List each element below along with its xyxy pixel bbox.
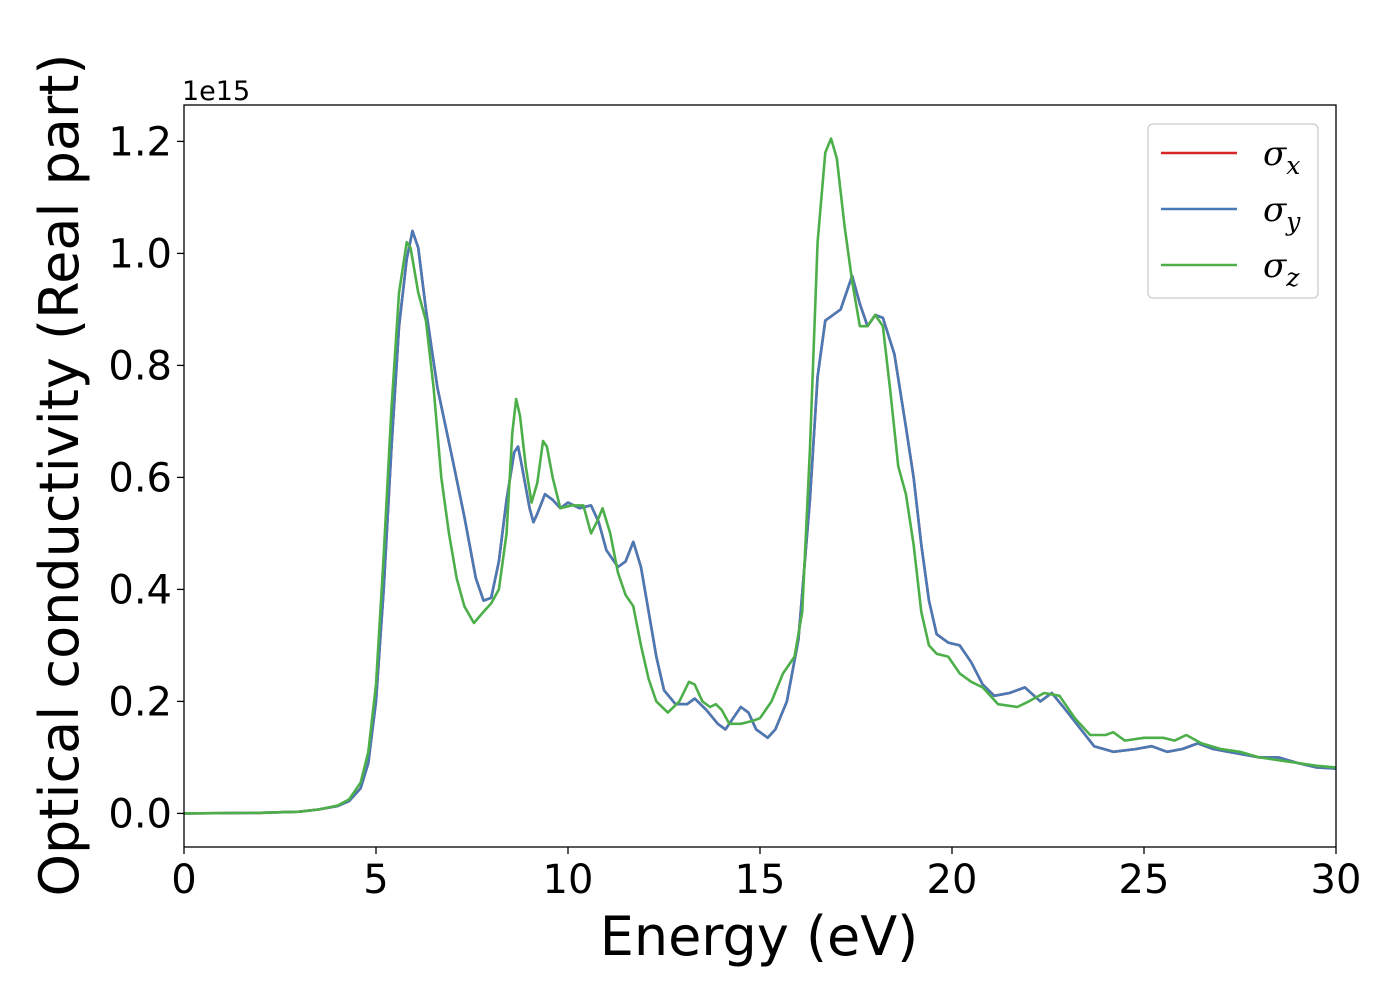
plot-lines xyxy=(184,137,1336,815)
y-offset-label: 1e15 xyxy=(182,76,250,107)
x-tick-label: 25 xyxy=(1119,857,1170,903)
legend-label-x: σx xyxy=(1263,134,1300,180)
legend-label-y: σy xyxy=(1263,190,1301,236)
y-tick-label: 1.0 xyxy=(108,231,172,277)
x-tick-label: 30 xyxy=(1311,857,1362,903)
y-tick-label: 1.2 xyxy=(108,119,172,165)
y-tick-label: 0.8 xyxy=(108,343,172,389)
x-tick-label: 15 xyxy=(735,857,786,903)
series-line-sz xyxy=(184,137,1336,815)
y-tick-label: 0.2 xyxy=(108,679,172,725)
legend-label-z: σz xyxy=(1263,246,1300,292)
x-axis-title: Energy (eV) xyxy=(600,905,919,968)
y-tick-label: 0.0 xyxy=(108,791,172,837)
x-tick-label: 10 xyxy=(543,857,594,903)
legend-box xyxy=(1147,123,1319,299)
plot-frame xyxy=(183,104,1337,848)
x-tick-label: 5 xyxy=(363,857,388,903)
y-tick-label: 0.6 xyxy=(108,455,172,501)
legend: σx σy σz xyxy=(1147,123,1319,299)
x-tick-label: 0 xyxy=(171,857,196,903)
y-axis-title: Optical conductivity (Real part) xyxy=(28,54,91,897)
axis-ticks: 0 5 10 15 20 25 30 0.0 0.2 0.4 0.6 0.8 1.0 1.2 xyxy=(108,119,1361,903)
y-tick-label: 0.4 xyxy=(108,567,172,613)
x-tick-label: 20 xyxy=(927,857,978,903)
series-line-sy xyxy=(184,229,1336,815)
